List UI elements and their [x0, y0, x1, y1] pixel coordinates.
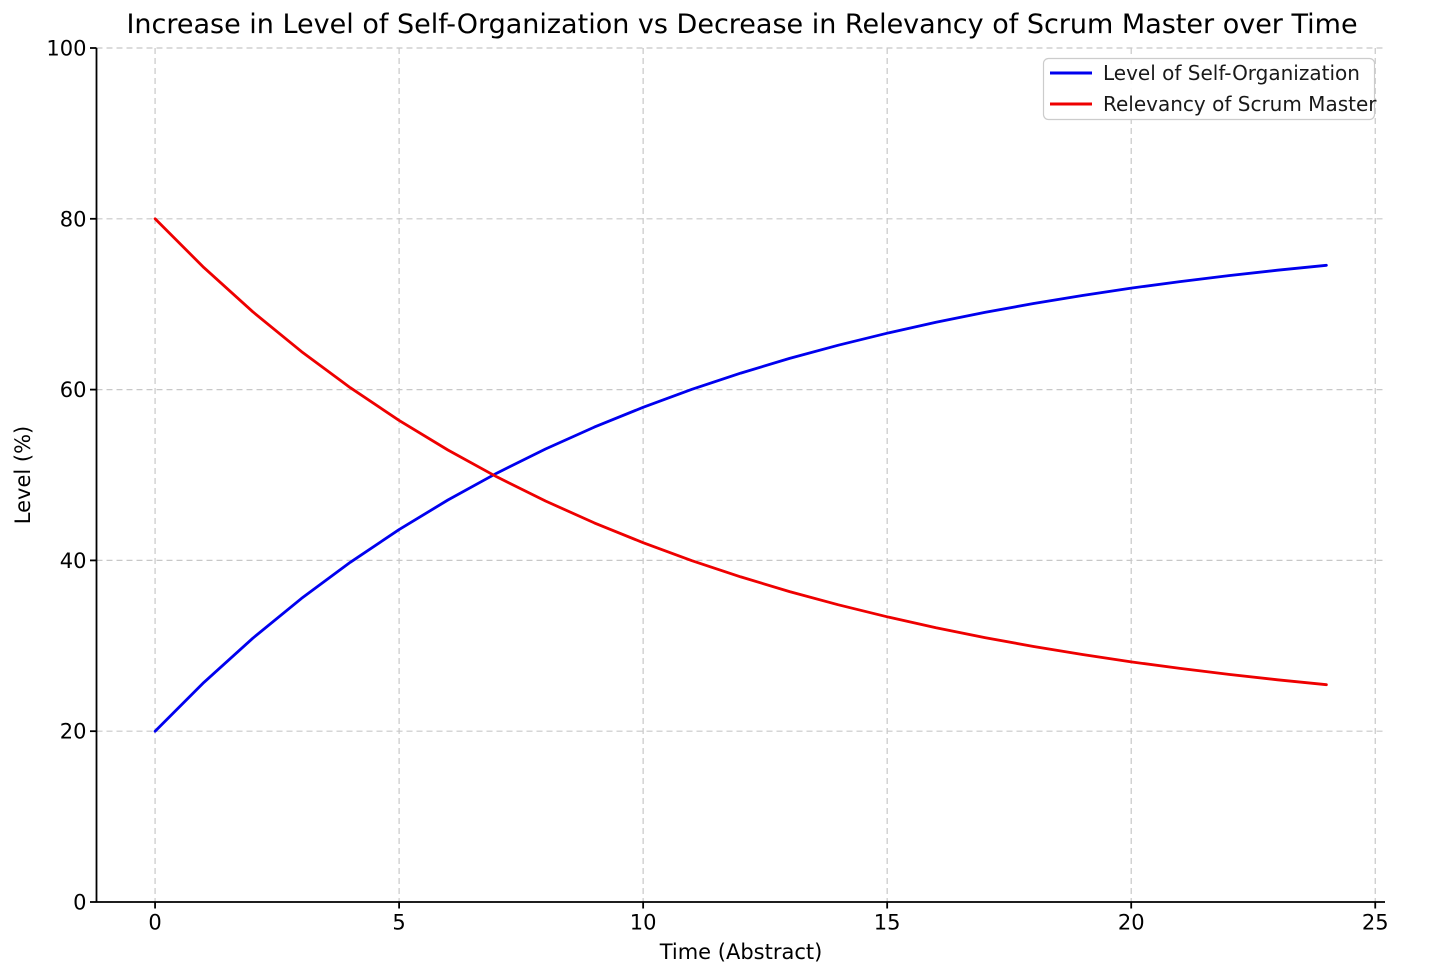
y-tick-label: 0 [73, 891, 86, 915]
legend: Level of Self-Organization Relevancy of … [1042, 57, 1377, 121]
x-tick-label: 25 [1362, 911, 1389, 935]
y-tick-label: 80 [60, 207, 87, 231]
series-line [153, 263, 1328, 733]
x-tick-label: 20 [1118, 911, 1145, 935]
y-axis-label: Level (%) [11, 426, 35, 524]
y-tick-label: 40 [60, 549, 87, 573]
legend-label-scrum-master: Relevancy of Scrum Master [1103, 92, 1377, 116]
series-line [153, 217, 1328, 687]
x-tick-label: 15 [874, 911, 901, 935]
y-tick-label: 60 [60, 378, 87, 402]
y-tick-label: 20 [60, 720, 87, 744]
x-tick-label: 10 [630, 911, 657, 935]
gridlines [96, 47, 1385, 903]
x-tick-label: 5 [392, 911, 405, 935]
axes: 0 5 10 15 20 25 0 20 40 60 80 100 [46, 37, 1388, 935]
chart-title: Increase in Level of Self-Organization v… [126, 9, 1357, 40]
data-series [153, 217, 1328, 733]
legend-frame [1042, 57, 1376, 121]
x-tick-label: 0 [148, 911, 161, 935]
x-axis-label: Time (Abstract) [659, 940, 823, 964]
legend-label-self-organization: Level of Self-Organization [1103, 61, 1360, 85]
y-tick-label: 100 [46, 37, 86, 61]
